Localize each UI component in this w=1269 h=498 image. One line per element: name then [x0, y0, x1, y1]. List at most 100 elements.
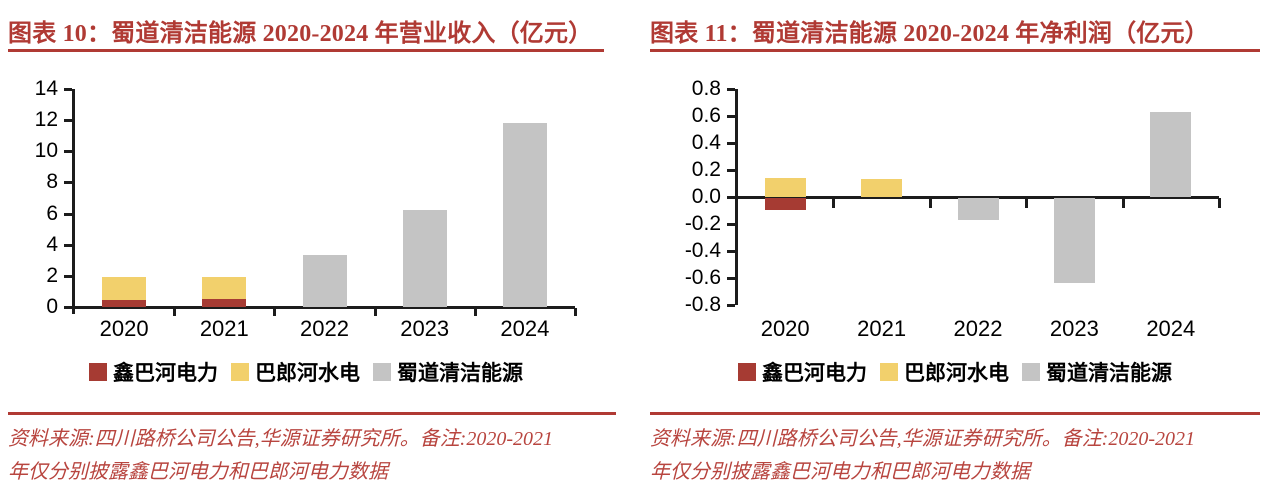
y-tick-label: 0.2	[691, 158, 721, 181]
x-category-label: 2023	[400, 316, 450, 341]
y-tick-label: 0.8	[691, 77, 721, 100]
legend-label: 鑫巴河电力	[113, 362, 218, 385]
x-axis-line	[74, 306, 575, 309]
y-tick-label: 0	[46, 295, 58, 318]
x-axis-tick	[1121, 198, 1125, 208]
y-axis-tick	[64, 150, 72, 154]
y-axis-tick	[64, 306, 72, 309]
y-axis-tick	[727, 304, 735, 307]
x-category-label: 2020	[760, 316, 810, 341]
figure-10-title-underline	[8, 49, 604, 52]
x-category-label: 2020	[99, 316, 149, 341]
bar-net-profit-2020-巴郎河水电	[764, 178, 806, 197]
bar-net-profit-2020-鑫巴河电力	[764, 198, 806, 211]
legend-swatch-icon	[373, 363, 391, 381]
x-axis-tick	[1218, 198, 1221, 208]
net-profit-chart-legend: 鑫巴河电力 巴郎河水电 蜀道清洁能源	[650, 357, 1260, 387]
figure-10-title: 图表 10：蜀道清洁能源 2020-2024 年营业收入（亿元）	[8, 21, 593, 47]
bar-revenue-2022-蜀道清洁能源	[302, 254, 347, 307]
y-axis-line	[735, 89, 738, 305]
x-category-label: 2024	[500, 316, 550, 341]
y-tick-label: -0.6	[684, 266, 721, 289]
legend-swatch-icon	[738, 363, 756, 381]
figure-11-title-underline	[650, 49, 1260, 52]
y-tick-label: 12	[34, 108, 58, 132]
y-tick-label: -0.2	[684, 212, 721, 235]
legend-label: 巴郎河水电	[255, 362, 360, 385]
y-axis-tick	[727, 88, 735, 91]
legend-label: 蜀道清洁能源	[397, 362, 523, 385]
bar-revenue-2021-巴郎河水电	[202, 276, 247, 300]
legend-swatch-icon	[231, 363, 249, 381]
x-axis-tick	[173, 308, 177, 316]
legend-label: 巴郎河水电	[904, 362, 1009, 385]
y-axis-tick	[64, 88, 72, 91]
y-axis-tick	[64, 212, 72, 216]
y-tick-label: 6	[46, 201, 58, 225]
x-category-label: 2021	[199, 316, 249, 341]
y-axis-line	[72, 89, 75, 314]
y-tick-label: -0.4	[684, 239, 721, 262]
y-axis-tick	[727, 196, 735, 199]
y-axis-tick	[727, 277, 735, 280]
revenue-chart-legend: 鑫巴河电力 巴郎河水电 蜀道清洁能源	[8, 357, 604, 387]
legend-item-蜀道清洁能源: 蜀道清洁能源	[1022, 357, 1172, 387]
x-axis-tick	[928, 198, 932, 208]
legend-label: 鑫巴河电力	[762, 362, 867, 385]
y-axis-tick	[64, 274, 72, 278]
legend-item-鑫巴河电力: 鑫巴河电力	[89, 357, 218, 387]
legend-swatch-icon	[880, 363, 898, 381]
figure-11-bottom-rule	[650, 412, 1260, 415]
y-axis-tick	[64, 119, 72, 123]
x-axis-tick	[373, 308, 377, 316]
bar-revenue-2021-鑫巴河电力	[202, 299, 247, 307]
y-axis-tick	[727, 142, 735, 145]
bar-net-profit-2022-蜀道清洁能源	[957, 198, 999, 220]
bar-revenue-2024-蜀道清洁能源	[502, 123, 547, 307]
y-axis-tick	[727, 115, 735, 118]
x-category-label: 2022	[953, 316, 1003, 341]
source-note-line2: 年仅分别披露鑫巴河电力和巴郎河电力数据	[650, 461, 1030, 483]
y-tick-label: 0.4	[691, 131, 721, 154]
y-tick-label: 14	[34, 77, 58, 100]
y-axis-tick	[727, 223, 735, 226]
x-category-label: 2022	[300, 316, 349, 341]
figure-10-bottom-rule	[8, 412, 616, 415]
bar-revenue-2023-蜀道清洁能源	[402, 210, 447, 307]
figure-11-source-note: 资料来源:四川路桥公司公告,华源证券研究所。备注:2020-2021 年仅分别披…	[650, 423, 1264, 489]
y-axis-tick	[727, 169, 735, 172]
figure-11-title: 图表 11：蜀道清洁能源 2020-2024 年净利润（亿元）	[650, 21, 1209, 47]
x-category-label: 2023	[1049, 316, 1099, 341]
y-tick-label: 0.6	[691, 104, 721, 127]
x-axis-tick	[473, 308, 477, 316]
y-tick-label: 8	[46, 170, 58, 194]
bar-revenue-2020-巴郎河水电	[102, 277, 147, 300]
bar-revenue-2020-鑫巴河电力	[102, 299, 147, 307]
y-tick-label: 0.0	[691, 185, 721, 208]
y-axis-tick	[64, 243, 72, 247]
x-axis-tick	[574, 308, 577, 316]
x-category-label: 2024	[1146, 316, 1196, 341]
x-axis-tick	[1025, 198, 1029, 208]
y-tick-label: 4	[46, 232, 58, 256]
x-category-label: 2021	[857, 316, 907, 341]
y-tick-label: 10	[34, 139, 58, 163]
x-axis-tick	[832, 198, 836, 208]
bar-net-profit-2023-蜀道清洁能源	[1053, 198, 1095, 284]
legend-item-蜀道清洁能源: 蜀道清洁能源	[373, 357, 523, 387]
y-axis-tick	[727, 250, 735, 253]
source-note-line1: 资料来源:四川路桥公司公告,华源证券研究所。备注:2020-2021	[8, 428, 553, 450]
legend-swatch-icon	[89, 363, 107, 381]
source-note-line1: 资料来源:四川路桥公司公告,华源证券研究所。备注:2020-2021	[650, 428, 1195, 450]
y-tick-label: -0.8	[684, 293, 721, 316]
bar-net-profit-2021-巴郎河水电	[861, 179, 903, 197]
legend-item-巴郎河水电: 巴郎河水电	[880, 357, 1009, 387]
bar-net-profit-2024-蜀道清洁能源	[1150, 111, 1192, 197]
legend-item-巴郎河水电: 巴郎河水电	[231, 357, 360, 387]
legend-label: 蜀道清洁能源	[1046, 362, 1172, 385]
source-note-line2: 年仅分别披露鑫巴河电力和巴郎河电力数据	[8, 461, 388, 483]
y-axis-tick	[64, 181, 72, 185]
